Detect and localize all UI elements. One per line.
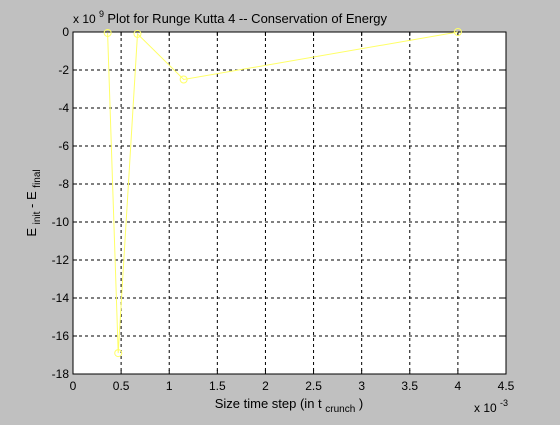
- y-multiplier-base: x 10: [73, 12, 96, 26]
- x-tick-label: 1: [166, 379, 173, 393]
- x-multiplier-base: x 10: [474, 401, 497, 415]
- x-tick-label: 3: [358, 379, 365, 393]
- series-line: [107, 31, 458, 354]
- y-multiplier: x 10 9 Plot for Runge Kutta 4 -- Conserv…: [73, 6, 388, 26]
- grid: [73, 32, 506, 374]
- axes-frame: [72, 31, 507, 375]
- x-tick-label: 4: [455, 379, 462, 393]
- x-tick-label: 2: [262, 379, 269, 393]
- y-tick-label: 0: [62, 25, 69, 39]
- data-point: [133, 29, 142, 38]
- y-tick-label: -14: [52, 291, 70, 305]
- y-axis-label-main1: E: [24, 228, 39, 237]
- x-axis-label-sub: crunch: [325, 404, 355, 415]
- y-axis-label-sub2: final: [32, 169, 43, 187]
- x-tick-label: 0.5: [113, 379, 130, 393]
- x-axis-label-main: Size time step (in t: [215, 396, 322, 411]
- data-point: [103, 28, 112, 37]
- x-tick-label: 0: [70, 379, 77, 393]
- y-tick-label: -6: [58, 139, 69, 153]
- data-point: [453, 28, 462, 36]
- x-tick-label: 4.5: [498, 379, 515, 393]
- y-axis-label: E init - E final: [24, 169, 43, 236]
- y-axis-label-middle: - E: [24, 191, 39, 208]
- chart-title: Plot for Runge Kutta 4 -- Conservation o…: [107, 11, 387, 26]
- axes-background: [73, 32, 506, 374]
- y-tick-label: -8: [58, 177, 69, 191]
- y-axis-label-sub1: init: [32, 211, 43, 224]
- y-tick-label: -16: [52, 329, 70, 343]
- x-axis-label-close: ): [359, 396, 363, 411]
- y-multiplier-exp: 9: [99, 9, 104, 19]
- y-tick-label: -2: [58, 63, 69, 77]
- y-tick-label: -10: [52, 215, 70, 229]
- x-multiplier-exp: -3: [500, 398, 508, 408]
- y-tick-label: -4: [58, 101, 69, 115]
- y-tick-label: -18: [52, 367, 70, 381]
- y-tick-label: -12: [52, 253, 70, 267]
- ticks: 0 0.5 1 1.5 2 2.5 3 3.5 4 4.5 0 -2 -4 -6 -8 -10 -12 -14 -1…: [52, 25, 515, 393]
- x-tick-label: 2.5: [305, 379, 322, 393]
- x-tick-label: 1.5: [209, 379, 226, 393]
- data-point: [179, 75, 188, 84]
- data-point: [114, 349, 123, 358]
- x-tick-label: 3.5: [401, 379, 418, 393]
- x-axis-label: Size time step (in t crunch ): [215, 396, 364, 415]
- series: [103, 28, 462, 358]
- x-multiplier: x 10 -3: [474, 398, 508, 415]
